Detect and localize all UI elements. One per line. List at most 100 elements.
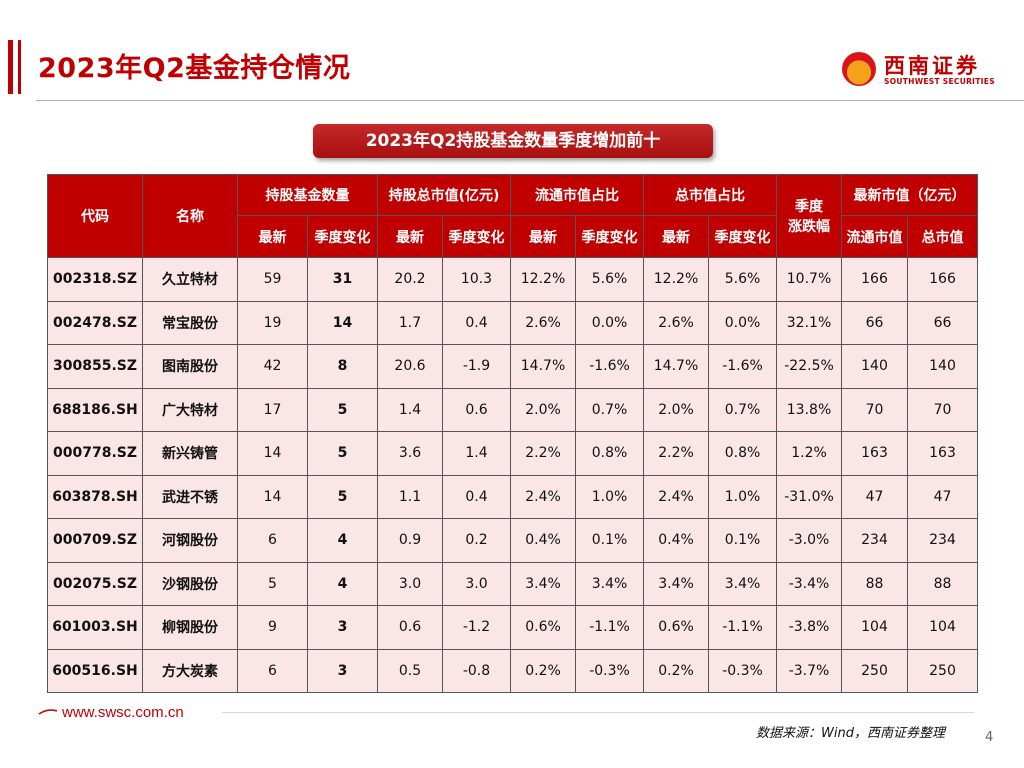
cell-quarter-change: 1.2% <box>776 431 843 476</box>
cell-value-latest: 20.2 <box>377 257 443 302</box>
cell-quarter-change: -22.5% <box>776 344 843 389</box>
cell-name: 沙钢股份 <box>142 561 238 606</box>
cell-name: 广大特材 <box>142 387 238 432</box>
cell-quarter-change: 10.7% <box>776 257 843 302</box>
table-row: 601003.SH 柳钢股份 9 3 0.6 -1.2 0.6% -1.1% 0… <box>47 605 979 650</box>
cell-quarter-change: 32.1% <box>776 300 843 345</box>
logo-mark-icon <box>842 52 876 86</box>
cell-fund-qoq: 8 <box>307 344 378 389</box>
cell-total-qoq: 1.0% <box>708 474 778 519</box>
cell-float-latest: 2.2% <box>510 431 577 476</box>
cell-value-qoq: -1.2 <box>441 605 512 650</box>
cell-float-qoq: 1.0% <box>575 474 645 519</box>
cell-fund-qoq: 3 <box>307 605 378 650</box>
subheader-qoq: 季度变化 <box>441 215 512 258</box>
cell-total-latest: 0.6% <box>643 605 710 650</box>
table-title: 2023年Q2持股基金数量季度增加前十 <box>313 124 713 158</box>
subheader-latest: 最新 <box>237 215 308 258</box>
title-accent-bar-thin <box>18 40 21 94</box>
header-float-ratio: 流通市值占比 <box>510 174 645 216</box>
cell-float-latest: 3.4% <box>510 561 577 606</box>
cell-float-qoq: 0.1% <box>575 518 645 563</box>
fund-holdings-table: 代码 名称 持股基金数量 持股总市值(亿元) 流通市值占比 总市值占比 季度 涨… <box>47 174 979 693</box>
page-number: 4 <box>985 730 994 745</box>
cell-float-qoq: 5.6% <box>575 257 645 302</box>
cell-total-mv: 166 <box>907 257 979 302</box>
cell-value-qoq: 3.0 <box>441 561 512 606</box>
footer-url[interactable]: www.swsc.com.cn <box>62 704 184 721</box>
data-source-note: 数据来源：Wind，西南证券整理 <box>756 726 945 741</box>
cell-total-mv: 140 <box>907 344 979 389</box>
cell-float-latest: 0.6% <box>510 605 577 650</box>
cell-name: 柳钢股份 <box>142 605 238 650</box>
cell-value-latest: 20.6 <box>377 344 443 389</box>
cell-value-latest: 0.6 <box>377 605 443 650</box>
cell-quarter-change: -3.4% <box>776 561 843 606</box>
cell-name: 新兴铸管 <box>142 431 238 476</box>
cell-quarter-change: -3.0% <box>776 518 843 563</box>
cell-value-latest: 0.9 <box>377 518 443 563</box>
cell-code: 603878.SH <box>47 474 143 519</box>
cell-name: 武进不锈 <box>142 474 238 519</box>
cell-float-qoq: -1.6% <box>575 344 645 389</box>
cell-fund-latest: 9 <box>237 605 308 650</box>
cell-total-latest: 3.4% <box>643 561 710 606</box>
cell-fund-qoq: 5 <box>307 387 378 432</box>
cell-float-qoq: -0.3% <box>575 648 645 693</box>
company-logo: 西南证券 SOUTHWEST SECURITIES <box>842 50 1002 90</box>
cell-float-mv: 163 <box>841 431 909 476</box>
page-title: 2023年Q2基金持仓情况 <box>38 53 351 84</box>
header-quarter-change: 季度 涨跌幅 <box>776 174 843 258</box>
cell-value-latest: 1.7 <box>377 300 443 345</box>
table-row: 002075.SZ 沙钢股份 5 4 3.0 3.0 3.4% 3.4% 3.4… <box>47 561 979 606</box>
cell-float-latest: 2.0% <box>510 387 577 432</box>
cell-float-mv: 234 <box>841 518 909 563</box>
cell-float-qoq: -1.1% <box>575 605 645 650</box>
cell-float-mv: 140 <box>841 344 909 389</box>
cell-float-latest: 0.4% <box>510 518 577 563</box>
cell-fund-latest: 14 <box>237 431 308 476</box>
cell-value-qoq: 10.3 <box>441 257 512 302</box>
cell-float-qoq: 3.4% <box>575 561 645 606</box>
cell-value-latest: 1.4 <box>377 387 443 432</box>
cell-value-qoq: 0.4 <box>441 474 512 519</box>
cell-float-latest: 2.6% <box>510 300 577 345</box>
title-divider <box>36 100 1024 101</box>
cell-total-mv: 234 <box>907 518 979 563</box>
cell-code: 002318.SZ <box>47 257 143 302</box>
table-row: 002318.SZ 久立特材 59 31 20.2 10.3 12.2% 5.6… <box>47 257 979 302</box>
url-swoosh-icon <box>38 709 58 715</box>
cell-code: 002478.SZ <box>47 300 143 345</box>
cell-fund-latest: 14 <box>237 474 308 519</box>
cell-float-mv: 70 <box>841 387 909 432</box>
cell-total-mv: 88 <box>907 561 979 606</box>
cell-fund-qoq: 14 <box>307 300 378 345</box>
header-total-value: 持股总市值(亿元) <box>376 174 512 216</box>
cell-total-qoq: 0.1% <box>708 518 778 563</box>
table-row: 000778.SZ 新兴铸管 14 5 3.6 1.4 2.2% 0.8% 2.… <box>47 431 979 476</box>
subheader-latest: 最新 <box>377 215 443 258</box>
cell-total-mv: 163 <box>907 431 979 476</box>
cell-code: 000778.SZ <box>47 431 143 476</box>
table-row: 000709.SZ 河钢股份 6 4 0.9 0.2 0.4% 0.1% 0.4… <box>47 518 979 563</box>
cell-total-latest: 2.0% <box>643 387 710 432</box>
cell-total-qoq: -1.6% <box>708 344 778 389</box>
header-fund-count: 持股基金数量 <box>237 174 378 216</box>
cell-value-qoq: 0.4 <box>441 300 512 345</box>
cell-fund-latest: 17 <box>237 387 308 432</box>
cell-float-mv: 250 <box>841 648 909 693</box>
cell-fund-qoq: 4 <box>307 561 378 606</box>
table-row: 600516.SH 方大炭素 6 3 0.5 -0.8 0.2% -0.3% 0… <box>47 648 979 693</box>
cell-total-latest: 2.4% <box>643 474 710 519</box>
cell-fund-latest: 5 <box>237 561 308 606</box>
cell-name: 图南股份 <box>142 344 238 389</box>
cell-fund-latest: 6 <box>237 648 308 693</box>
cell-fund-qoq: 5 <box>307 431 378 476</box>
cell-fund-latest: 19 <box>237 300 308 345</box>
cell-total-mv: 70 <box>907 387 979 432</box>
subheader-latest: 最新 <box>510 215 577 258</box>
cell-code: 601003.SH <box>47 605 143 650</box>
cell-total-mv: 66 <box>907 300 979 345</box>
cell-fund-qoq: 31 <box>307 257 378 302</box>
cell-total-qoq: 0.7% <box>708 387 778 432</box>
